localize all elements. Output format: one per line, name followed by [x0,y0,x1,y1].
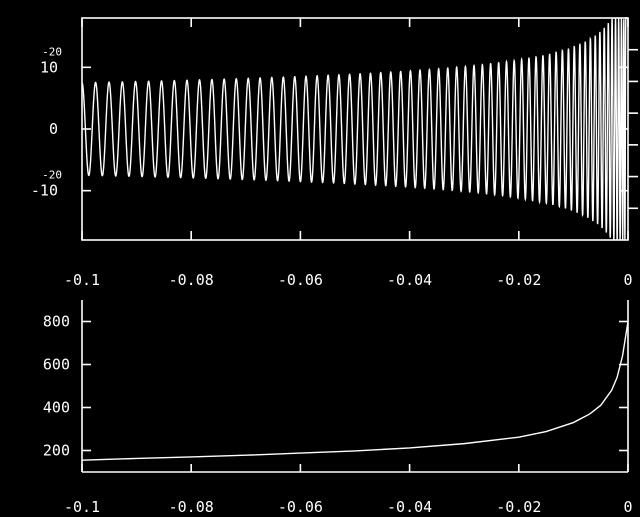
x-tick-label: 0 [623,271,632,289]
y-tick-label: 200 [43,442,70,460]
x-tick-label: -0.02 [496,271,541,289]
y-tick-label: 800 [43,313,70,331]
strain-series [81,17,628,241]
x-tick-label: -0.04 [387,498,432,516]
x-tick-label: -0.06 [278,498,323,516]
y-tick-exponent: -20 [42,45,62,58]
y-tick-label: 0 [49,120,58,138]
x-tick-label: -0.04 [387,271,432,289]
y-tick-label: 10 [40,58,58,76]
frequency-series [81,321,629,461]
y-tick-label: -10 [31,182,58,200]
x-tick-label: -0.08 [169,271,214,289]
y-tick-label: 400 [43,399,70,417]
strain-panel: -0.1 -0.08 -0.06 -0.04 -0.02 010-200-10-20 [31,17,638,289]
x-tick-label: 0 [623,498,632,516]
x-tick-label: -0.08 [169,498,214,516]
y-tick-exponent: -20 [42,169,62,182]
y-tick-label: 600 [43,356,70,374]
x-tick-label: -0.1 [64,498,100,516]
x-tick-label: -0.06 [278,271,323,289]
frequency-panel: -0.1 -0.08 -0.06 -0.04 -0.02 0 200 400 600 800 [43,300,633,516]
x-tick-label: -0.02 [496,498,541,516]
plot-frame [81,17,629,241]
x-tick-label: -0.1 [64,271,100,289]
